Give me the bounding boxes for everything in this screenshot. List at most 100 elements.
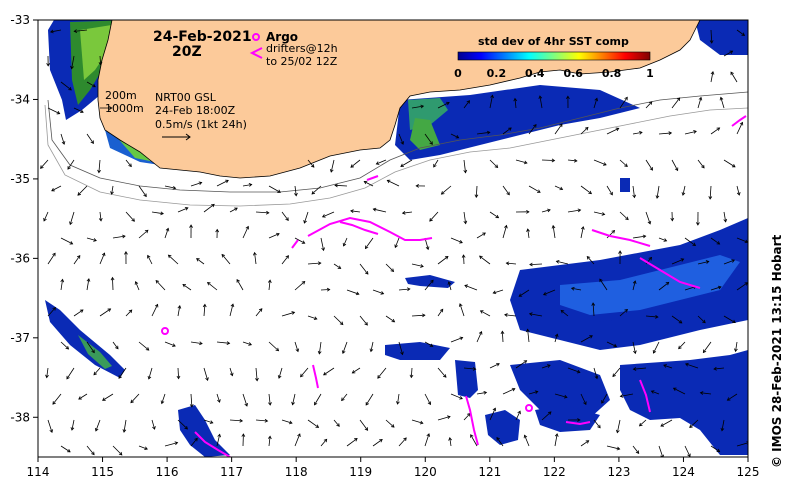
colorbar-gradient [457,51,651,61]
current-arrow [215,228,220,239]
current-arrow [229,418,244,423]
current-arrow [112,445,123,456]
current-arrow [386,179,400,187]
current-arrow [424,433,431,447]
current-arrow [450,237,463,244]
current-arrow [684,237,697,246]
current-arrow [73,107,84,113]
current-arrow [567,158,578,163]
current-arrow [182,283,192,291]
current-arrow [177,419,188,430]
current-arrow [723,50,734,57]
current-arrow [118,367,127,379]
current-arrow [515,209,530,214]
lat-tick-label: -35 [10,172,30,186]
current-arrow [411,104,425,109]
lon-tick-label: 115 [91,465,114,479]
current-arrow [424,393,432,406]
current-arrow [49,29,62,34]
current-arrow [189,224,193,239]
current-arrow [500,330,505,343]
current-arrow [699,391,712,395]
current-arrow [281,255,289,265]
current-arrow [394,237,400,249]
current-arrow [437,367,447,378]
current-arrow [242,225,250,239]
current-arrow [125,159,132,168]
current-arrow [606,127,620,135]
current-arrow [40,159,49,169]
current-arrow [396,393,400,405]
current-arrow [489,407,497,421]
argo-floats [161,327,533,412]
current-arrow [638,419,647,427]
current-arrow [523,434,530,447]
colorbar-tick-label: 0 [454,67,462,80]
current-arrow [124,251,128,265]
current-arrow [307,419,320,428]
current-arrow [164,341,176,347]
lon-tick-label: 123 [607,465,630,479]
current-arrow [632,185,637,199]
current-arrow [69,211,75,226]
current-arrow [606,445,621,451]
current-arrow [476,130,491,135]
current-arrow [593,419,601,429]
lon-tick-label: 114 [27,465,50,479]
current-arrow [476,330,483,343]
current-arrow [177,207,189,213]
current-arrow [229,207,238,213]
current-arrow [268,185,281,193]
current-arrow [317,341,322,355]
current-arrow [697,159,705,169]
current-arrow [476,232,486,239]
current-arrow [281,211,289,221]
current-arrow [216,179,229,187]
current-arrow [464,284,478,291]
current-arrow [671,97,681,109]
current-arrow [73,29,88,33]
current-arrow [98,55,103,66]
current-arrow [518,289,530,297]
current-arrow [86,278,91,291]
current-arrow [655,185,660,199]
current-arrow [372,207,387,213]
current-arrow [528,185,541,193]
current-arrow [658,237,668,242]
current-arrow [307,261,322,266]
current-arrow [554,393,568,399]
current-arrow [98,211,103,222]
current-arrow [47,307,56,317]
current-arrow [401,211,413,215]
current-arrow [730,71,738,83]
current-arrow [333,419,340,427]
current-arrow [652,341,660,354]
current-arrow [377,367,387,379]
current-arrow [300,367,309,378]
current-arrow [268,393,272,406]
current-arrow [60,237,74,245]
current-arrow [645,101,653,109]
current-arrow [734,341,738,353]
current-arrow [502,387,516,395]
current-arrow [440,185,452,195]
current-arrow [268,232,280,239]
lat-tick-label: -33 [10,13,30,27]
current-arrow [196,258,205,265]
current-arrow [164,185,177,190]
current-arrow [86,237,97,242]
current-arrow [645,314,659,319]
current-arrow [323,367,335,376]
current-arrow [268,341,280,352]
current-arrow [709,29,714,44]
current-arrow [333,263,342,269]
current-arrow [696,211,700,226]
current-arrow [398,287,411,292]
current-arrow [515,360,528,369]
date-title: 24-Feb-2021 [153,29,252,45]
current-arrow [479,255,491,265]
current-arrow [314,393,322,406]
current-arrow [190,437,198,447]
current-arrow [619,308,628,317]
current-arrow [697,315,706,324]
